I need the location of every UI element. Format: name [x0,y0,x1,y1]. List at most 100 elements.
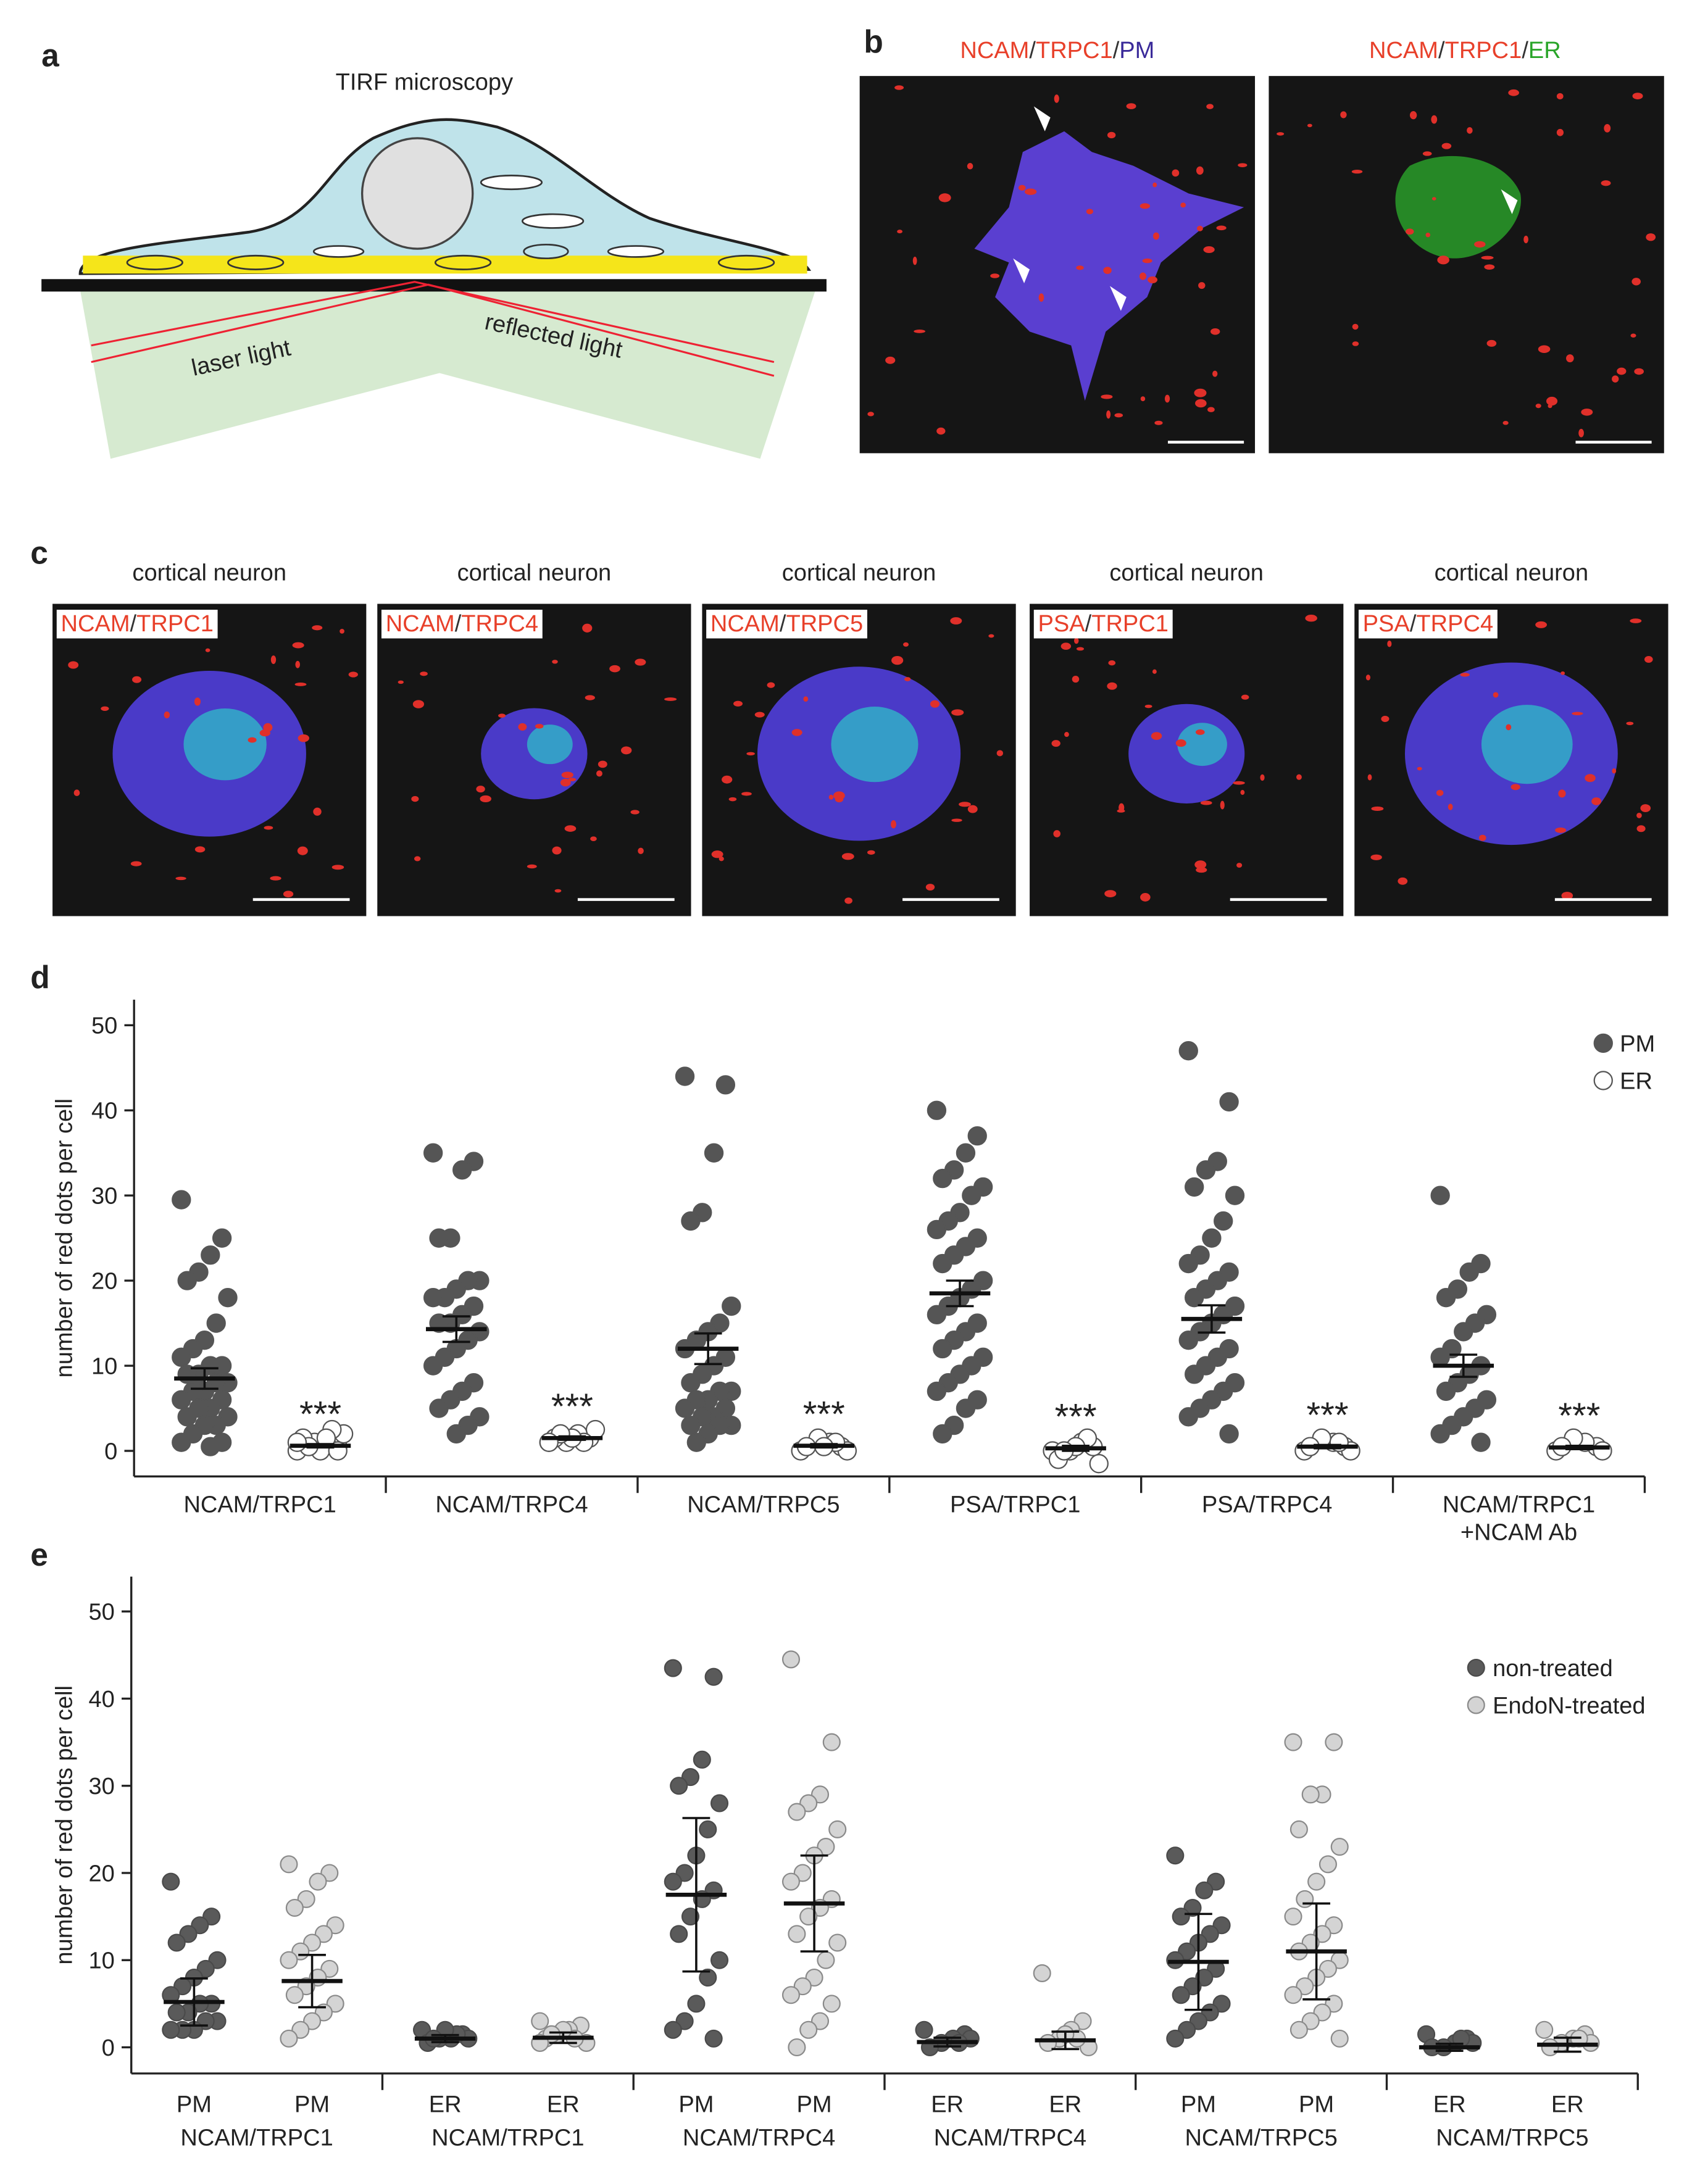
data-point [799,2020,818,2039]
red-dot [1448,803,1453,810]
red-dot [620,746,632,755]
red-dot [194,697,201,706]
image-label: NCAM/TRPC1/PM [960,38,1154,64]
red-dot [1072,675,1080,683]
data-point [915,2020,933,2039]
red-dot [950,617,962,625]
red-dot [903,642,909,647]
red-dot [1436,789,1444,796]
data-point [687,1995,706,2013]
red-dot [741,792,752,796]
category-label: +NCAM Ab [1460,1519,1577,1545]
red-dot [930,700,940,708]
arrowhead [1013,258,1030,283]
red-dot [1441,143,1452,149]
data-point [828,1933,847,1952]
category-label: NCAM/TRPC1 [183,1492,336,1518]
significance: *** [1558,1396,1600,1436]
red-dot [1198,282,1206,289]
panel-label: b [864,23,883,59]
data-point [1301,1785,1320,1804]
red-dot [1381,715,1390,722]
red-dot [1578,428,1584,438]
red-dot [1216,225,1227,231]
sub-label: ER [931,2092,964,2118]
label-part: / [1029,38,1036,64]
red-dot [527,864,537,869]
data-point [927,1219,947,1240]
red-dot [1103,267,1112,274]
data-point [1219,1424,1239,1444]
red-dot [1585,774,1596,783]
data-point [1185,1177,1204,1197]
red-dot [1572,712,1583,716]
red-dot [1431,115,1438,124]
red-dot [1240,790,1245,795]
data-point [710,1951,729,1969]
label-part: NCAM [710,611,780,637]
diagram-title: TIRF microscopy [336,70,513,96]
data-point [206,1313,226,1333]
red-dot [1556,93,1564,100]
data-point [817,1951,835,1969]
red-dot [1604,123,1611,133]
red-dot [73,789,80,797]
red-dot [1195,399,1207,408]
label-part: / [1085,611,1092,637]
red-dot [1406,228,1414,235]
red-dot [1196,225,1203,231]
image-title: cortical neuron [1109,560,1264,586]
red-dot [1370,854,1382,860]
red-dot [967,805,978,813]
data-point [172,1432,191,1452]
category-label: PSA/TRPC1 [950,1492,1080,1518]
data-point [788,1803,806,1821]
category-label: NCAM/TRPC1 [180,2125,333,2151]
significance: *** [299,1394,341,1434]
label-part: / [1522,38,1528,64]
data-point [933,1424,952,1444]
red-dot [1555,827,1567,833]
red-dot [1200,800,1212,805]
red-dot [1431,197,1436,201]
red-dot [1422,151,1432,156]
red-dot [719,856,724,862]
red-dot [1371,806,1384,812]
red-dot [1233,781,1245,785]
legend-label: non-treated [1493,1656,1613,1682]
red-dot [1630,333,1636,338]
red-dot [1481,255,1494,260]
data-point [1178,1407,1198,1427]
red-dot [1038,293,1044,302]
legend-swatch [1467,1658,1485,1677]
data-point [675,1398,695,1418]
image-title: cortical neuron [782,560,936,586]
sub-label: PM [678,2092,714,2118]
y-tick-label: 40 [89,1687,115,1713]
data-point [1430,1424,1450,1444]
y-tick-label: 30 [89,1774,115,1800]
red-dot [1076,647,1085,651]
red-dot [1212,370,1218,377]
red-dot [1626,721,1634,726]
data-point [693,1750,711,1769]
data-point [1296,1890,1314,1908]
red-dot [1617,367,1627,375]
red-dot [897,230,902,234]
label-part: TRPC5 [786,611,863,637]
data-point [681,1372,701,1393]
red-dot [1203,246,1215,254]
red-dot [1296,774,1302,780]
arrowhead [1501,189,1518,215]
y-tick-label: 10 [89,1948,115,1974]
data-point [933,1339,952,1359]
legend-label: PM [1620,1031,1655,1057]
data-point [280,1855,298,1874]
red-dot [130,861,142,866]
red-dot [194,846,206,853]
data-point [664,2020,682,2039]
red-dot [1387,640,1392,647]
red-dot [1560,671,1565,675]
data-point [1284,1986,1302,2004]
sub-label: ER [1433,2092,1466,2118]
